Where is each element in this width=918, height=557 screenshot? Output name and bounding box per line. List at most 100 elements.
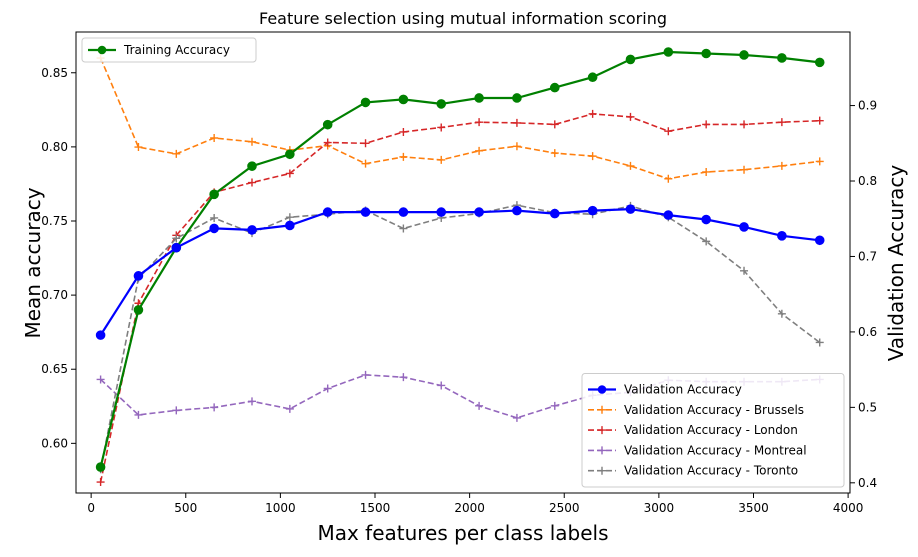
data-point (285, 169, 294, 178)
data-point (171, 242, 182, 253)
legend-label: Validation Accuracy - Montreal (624, 443, 807, 457)
legend-marker (97, 45, 107, 55)
y-left-tick-label: 0.75 (41, 214, 68, 228)
data-point (587, 205, 598, 216)
data-point (398, 207, 409, 217)
data-point (815, 116, 824, 125)
x-tick-label: 500 (174, 501, 197, 515)
legend-label: Validation Accuracy (624, 383, 742, 397)
data-point (399, 373, 408, 382)
y-right-tick-label: 0.7 (858, 249, 877, 263)
y-right-tick-label: 0.8 (858, 174, 877, 188)
series-validation-accuracy-brussels (96, 54, 824, 183)
data-point (436, 99, 447, 109)
data-point (740, 165, 749, 174)
data-point (247, 178, 256, 187)
data-point (172, 234, 181, 243)
y-left-tick-label: 0.80 (41, 140, 68, 154)
data-point (360, 207, 371, 217)
y-left-tick-label: 0.70 (41, 288, 68, 302)
legend-label: Validation Accuracy - London (624, 423, 798, 437)
data-point (814, 57, 825, 68)
data-point (777, 53, 787, 63)
legend-lower-right: Validation Accuracy Validation Accuracy -… (581, 373, 845, 488)
data-point (550, 120, 559, 129)
plot-area: 0 500 1000 1500 2000 2500 3000 3500 4000 0.60 0.65… (41, 31, 877, 515)
legend-marker (597, 385, 607, 394)
y-axis-left-label: Mean accuracy (21, 187, 45, 338)
legend-label: Validation Accuracy - Brussels (624, 403, 804, 417)
y-right-tick-label: 0.9 (858, 99, 877, 113)
data-point (133, 305, 144, 315)
data-point (475, 118, 484, 127)
data-point (588, 152, 597, 161)
data-point (247, 225, 257, 235)
data-point (133, 271, 144, 281)
legend-label: Validation Accuracy - Toronto (624, 464, 798, 478)
data-point (740, 120, 749, 129)
legend-box (81, 37, 257, 63)
data-point (587, 72, 598, 83)
legend-upper-left: Training Accuracy (81, 37, 257, 63)
data-point (664, 127, 673, 136)
data-point (475, 146, 484, 155)
series-line-training-accuracy (99, 50, 820, 468)
data-point (777, 309, 786, 318)
data-point (740, 266, 749, 275)
data-point (512, 413, 521, 422)
series-training-accuracy (95, 47, 825, 472)
data-point (701, 48, 711, 59)
data-point (399, 152, 408, 161)
legend-marker (598, 426, 606, 435)
data-point (322, 119, 333, 130)
data-point (739, 222, 749, 232)
plot-frame (75, 31, 851, 494)
data-point (323, 138, 332, 147)
legend-marker (598, 446, 606, 455)
y-axis-right-label: Validation Accuracy (884, 165, 908, 362)
x-tick-label: 1000 (265, 501, 296, 515)
series-line-validation-accuracy-toronto (99, 204, 821, 470)
data-point (209, 223, 219, 234)
data-point (663, 210, 674, 220)
x-tick-label: 1500 (360, 501, 391, 515)
data-point (398, 94, 409, 105)
data-point (285, 149, 295, 160)
data-point (285, 404, 294, 413)
y-right-tick-label: 0.4 (858, 476, 877, 490)
data-point (550, 401, 559, 410)
data-point (210, 403, 219, 412)
data-point (247, 137, 256, 146)
data-point (247, 161, 257, 171)
data-point (96, 375, 105, 384)
legend-marker (598, 466, 606, 475)
data-point (285, 220, 295, 231)
data-point (323, 384, 332, 393)
x-tick-label: 2500 (549, 501, 580, 515)
data-point (777, 231, 787, 241)
data-point (702, 237, 711, 246)
y-left-tick-label: 0.65 (41, 362, 68, 376)
data-point (701, 214, 711, 225)
data-point (96, 478, 105, 487)
data-point (664, 174, 673, 183)
data-point (474, 93, 484, 103)
data-point (815, 338, 824, 347)
data-point (549, 208, 560, 219)
data-point (437, 123, 446, 132)
data-point (625, 204, 636, 214)
data-point (134, 410, 143, 419)
legend-label: Training Accuracy (123, 43, 230, 57)
data-point (210, 213, 219, 222)
data-point (95, 462, 106, 472)
y-left-tick-label: 0.60 (41, 436, 68, 450)
data-point (550, 149, 559, 158)
data-point (285, 213, 294, 222)
data-point (360, 97, 371, 108)
data-point (512, 118, 521, 127)
data-point (209, 189, 219, 200)
data-point (702, 167, 711, 176)
series-validation-accuracy (95, 204, 825, 340)
data-point (777, 161, 786, 170)
